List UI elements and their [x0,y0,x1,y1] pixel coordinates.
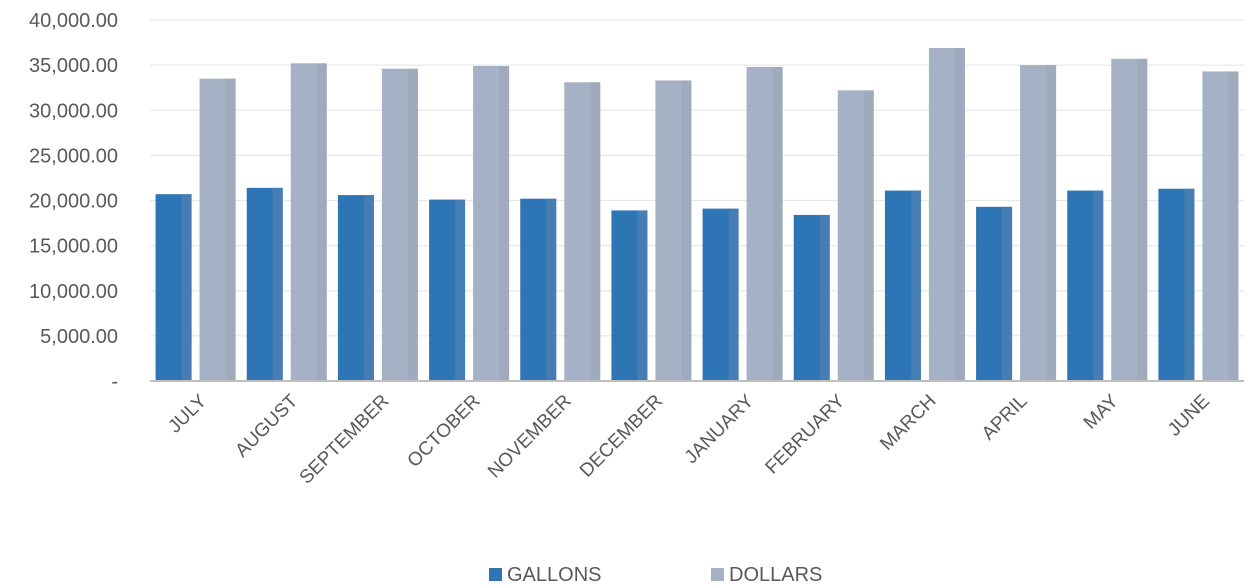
bar-dollars-may [1111,58,1148,382]
legend-item-dollars: DOLLARS [711,564,822,586]
legend-swatch [489,568,502,581]
bar-gallons-may [1067,190,1104,381]
y-tick-label: 40,000.00 [29,10,118,32]
bar-gallons-july [155,194,192,381]
x-category-label: JUNE [1164,391,1214,441]
y-tick-label: 5,000.00 [40,326,118,348]
bar-dollars-september [381,68,418,382]
x-category-label: OCTOBER [404,391,485,472]
bar-gallons-october [429,199,466,381]
y-tick-label: - [111,371,118,393]
bar-dollars-june [1202,71,1239,381]
x-category-label: NOVEMBER [484,391,576,483]
bar-gallons-june [1158,188,1195,381]
gridlines [150,19,1244,337]
x-category-label: DECEMBER [576,391,667,482]
bar-dollars-april [1020,65,1057,381]
bar-gallons-december [611,210,648,381]
y-tick-label: 15,000.00 [29,236,118,258]
legend-swatch [711,568,724,581]
y-axis-tick-labels: - 5,000.00 10,000.00 15,000.00 20,000.00 25,0… [29,10,118,393]
bar-dollars-december [655,80,692,381]
x-category-label: APRIL [978,391,1032,445]
y-tick-label: 30,000.00 [29,100,118,122]
y-tick-label: 20,000.00 [29,191,118,213]
bar-dollars-march [928,47,965,381]
legend-label: DOLLARS [729,564,822,586]
bar-dollars-february [837,90,874,382]
x-category-label: JANUARY [681,390,759,468]
x-category-label: JULY [164,390,211,437]
bar-gallons-november [520,198,557,381]
legend: GALLONS DOLLARS [489,564,822,586]
bar-dollars-july [199,78,236,381]
y-tick-label: 35,000.00 [29,55,118,77]
y-tick-label: 25,000.00 [29,145,118,167]
x-category-label: MARCH [876,391,940,455]
bar-dollars-october [473,66,510,381]
x-category-label: SEPTEMBER [296,391,394,489]
bars [155,47,1239,382]
bar-dollars-january [746,66,783,382]
bar-dollars-august [290,63,327,381]
x-category-label: FEBRUARY [762,390,850,478]
bar-dollars-november [564,82,601,382]
bar-gallons-september [337,195,374,381]
legend-label: GALLONS [507,564,601,586]
bar-gallons-january [702,208,739,381]
bar-gallons-february [793,214,830,381]
bar-gallons-march [884,190,921,381]
bar-gallons-august [246,187,283,381]
x-category-label: AUGUST [231,390,302,461]
y-tick-label: 10,000.00 [29,281,118,303]
x-category-label: MAY [1080,390,1123,433]
bar-gallons-april [976,206,1013,381]
legend-item-gallons: GALLONS [489,564,601,586]
